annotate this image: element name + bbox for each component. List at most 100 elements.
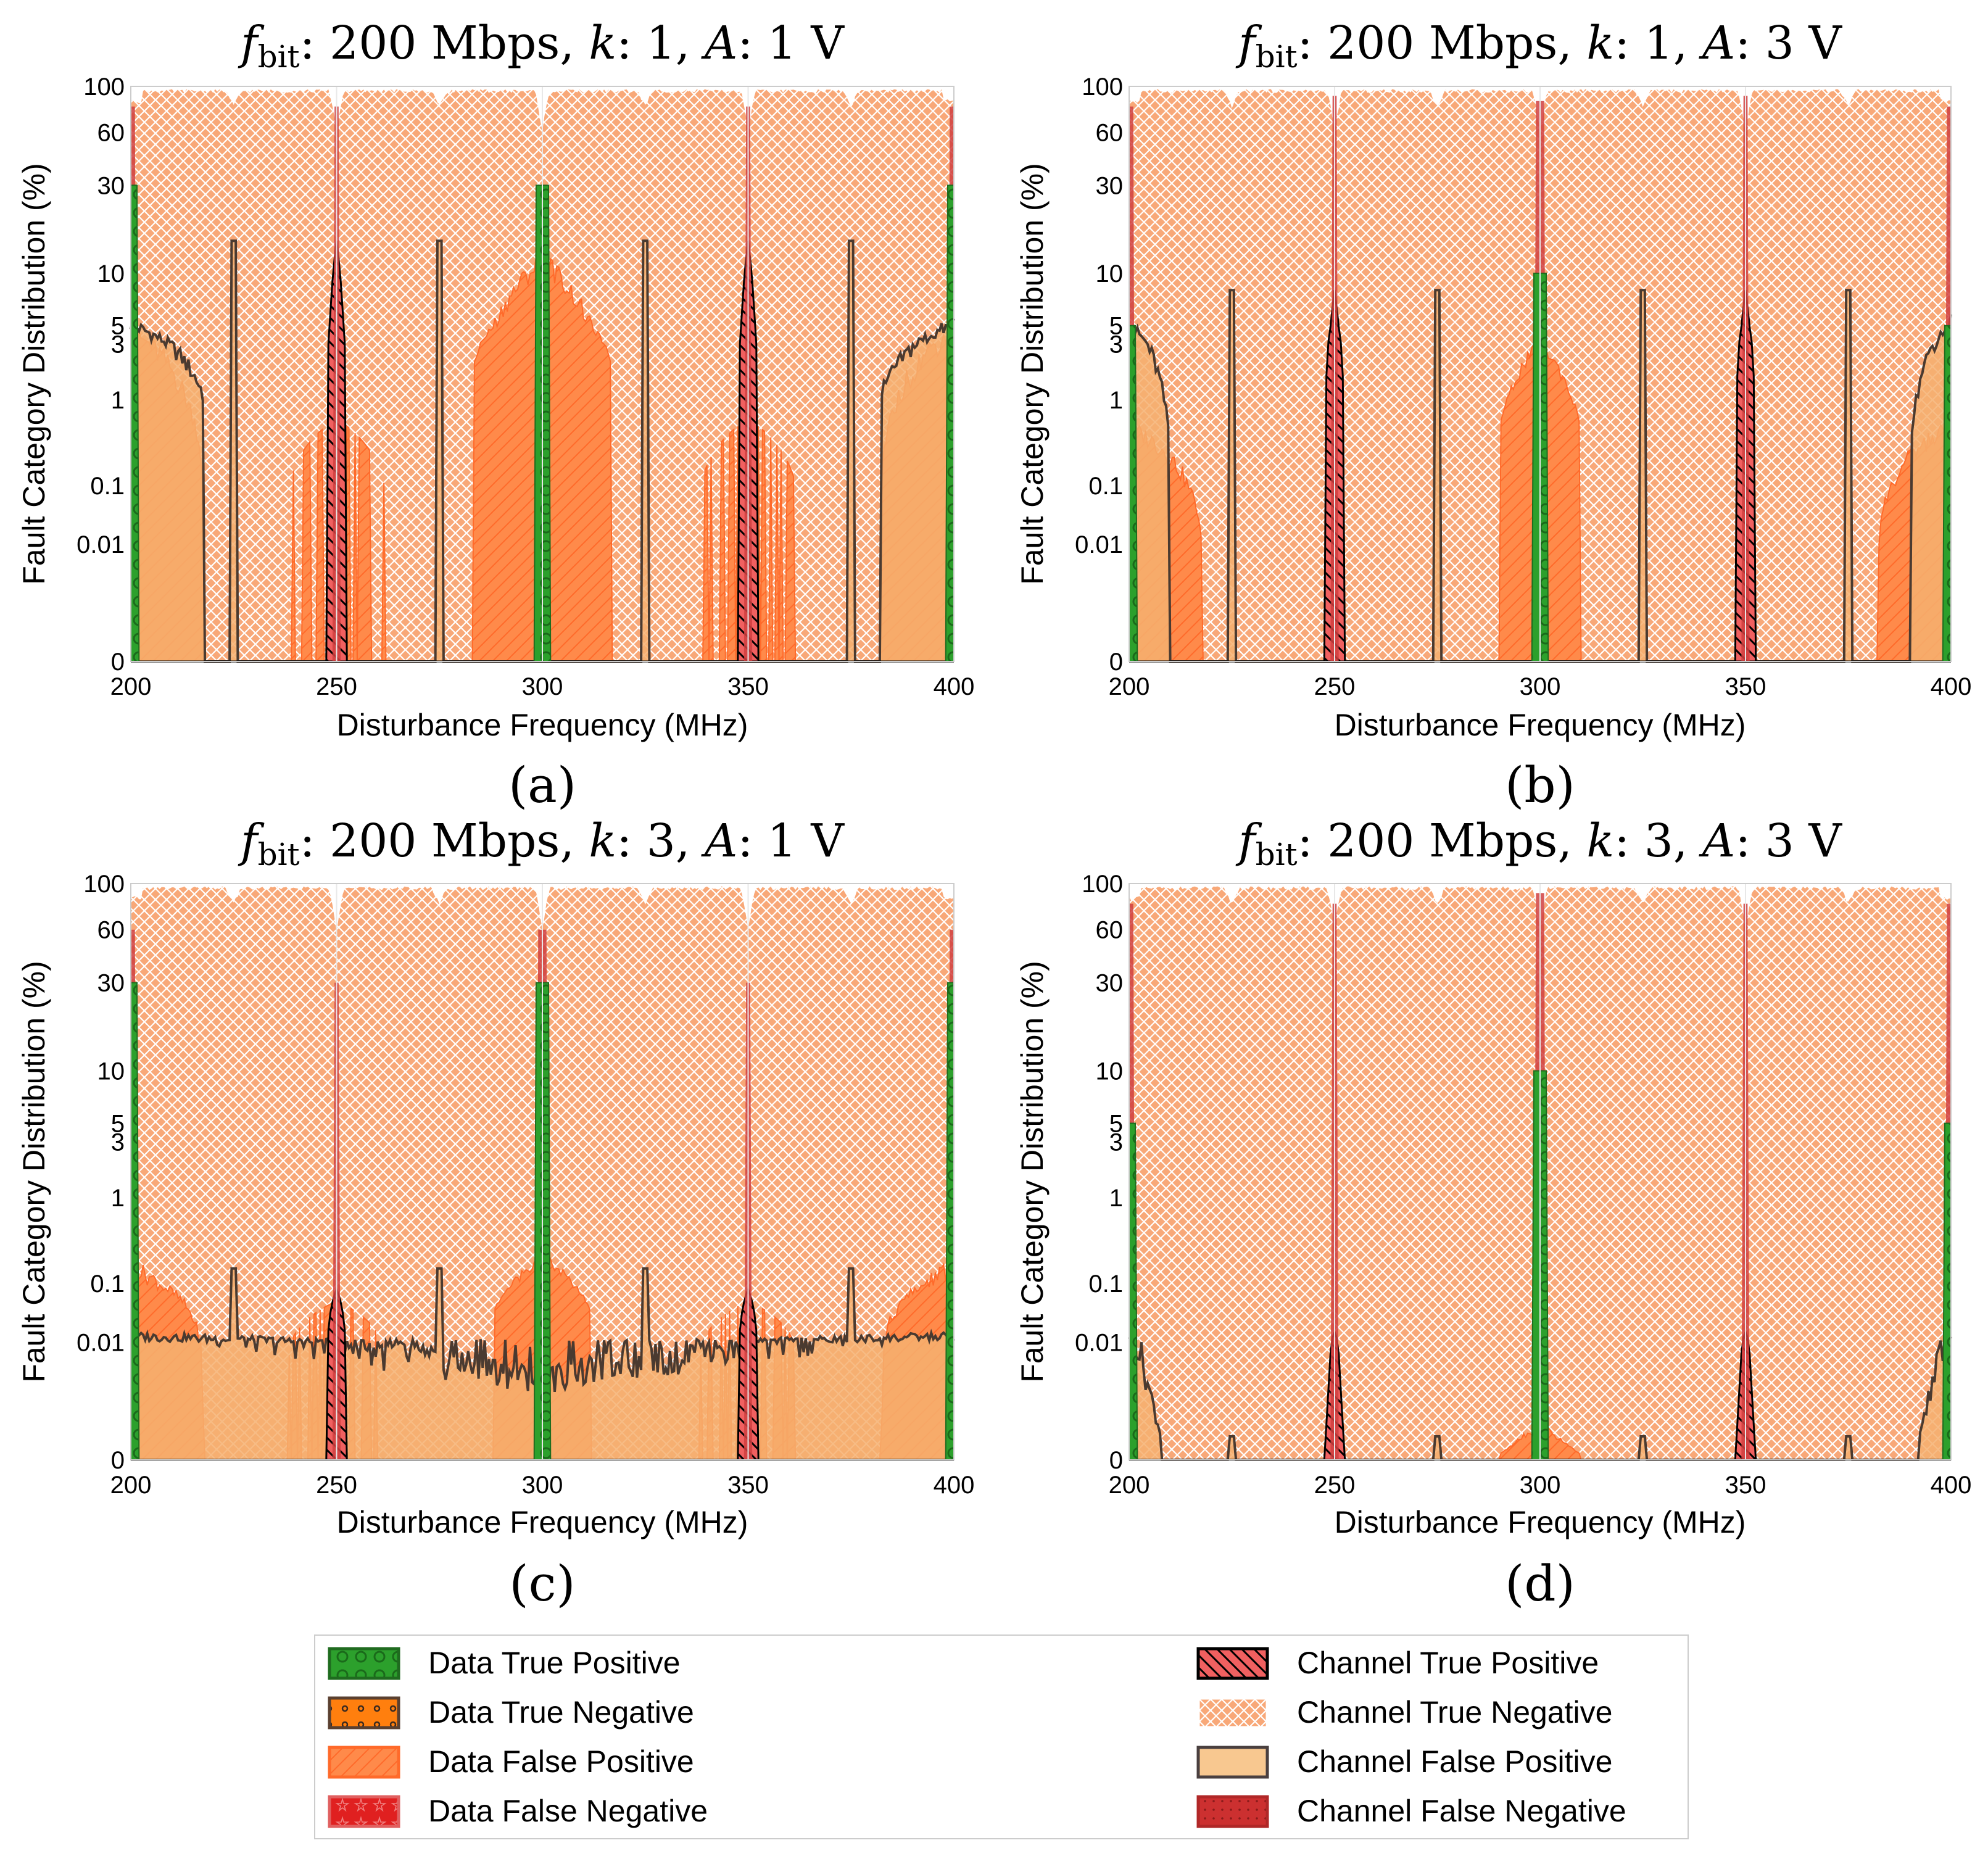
y-tick-label: 0.1 — [1088, 1270, 1123, 1298]
x-tick-label: 200 — [1109, 673, 1150, 700]
legend-swatch — [328, 1746, 400, 1779]
legend-item: Channel True Positive — [1196, 1646, 1599, 1680]
panel-title: fbit: 200 Mbps, k: 3, A: 3 V — [1235, 814, 1842, 872]
legend-label: Channel True Positive — [1297, 1646, 1599, 1680]
x-tick-label: 300 — [1520, 1472, 1561, 1499]
legend-label: Data False Negative — [428, 1794, 708, 1828]
y-tick-label: 30 — [97, 970, 125, 997]
y-tick-label: 0 — [1109, 1447, 1123, 1474]
x-tick-label: 400 — [934, 1472, 975, 1499]
legend-label: Data False Positive — [428, 1744, 694, 1779]
x-tick-label: 300 — [1520, 673, 1561, 700]
y-axis-label: Fault Category Distribution (%) — [1015, 163, 1050, 585]
x-tick-label: 300 — [522, 673, 563, 700]
y-tick-label: 0 — [111, 648, 125, 676]
x-tick-label: 250 — [1314, 673, 1356, 700]
panel-title: fbit: 200 Mbps, k: 3, A: 1 V — [238, 814, 845, 872]
chart-panel-3: fbit: 200 Mbps, k: 3, A: 1 V 0 0.01 0.1 1 35 1… — [17, 814, 974, 1612]
y-tick-label: 0.1 — [90, 1270, 125, 1298]
y-axis-label: Fault Category Distribution (%) — [17, 961, 51, 1383]
y-tick-label: 0 — [1109, 648, 1123, 676]
plot-frame — [130, 883, 955, 1460]
panel-title: fbit: 200 Mbps, k: 1, A: 3 V — [1235, 17, 1842, 75]
y-axis-label: Fault Category Distribution (%) — [17, 163, 51, 585]
x-tick-label: 200 — [110, 673, 152, 700]
y-tick-label: 30 — [97, 172, 125, 199]
legend-swatch — [1196, 1647, 1269, 1680]
chart-panel-4: fbit: 200 Mbps, k: 3, A: 3 V 0 0.01 0.1 1 35 1… — [1015, 814, 1971, 1612]
y-tick-label: 0.01 — [1075, 531, 1123, 558]
legend-item: Data True Positive — [328, 1646, 681, 1680]
y-tick-label: 0.01 — [77, 1329, 125, 1356]
x-axis-label: Disturbance Frequency (MHz) — [1335, 708, 1746, 742]
y-tick-label: 5 — [1109, 313, 1123, 340]
y-tick-label: 1 — [1109, 387, 1123, 414]
legend-swatch — [328, 1647, 400, 1680]
legend-label: Data True Negative — [428, 1695, 694, 1730]
y-axis-label: Fault Category Distribution (%) — [1015, 961, 1050, 1383]
legend-item: Data False Negative — [328, 1794, 708, 1828]
legend-swatch — [1196, 1746, 1269, 1779]
y-tick-label: 0.1 — [1088, 473, 1123, 500]
legend-item: Data True Negative — [328, 1695, 694, 1730]
plot-frame — [1129, 883, 1952, 1460]
legend-label: Data True Positive — [428, 1646, 681, 1680]
legend-item: Channel True Negative — [1196, 1695, 1612, 1730]
y-tick-label: 60 — [97, 917, 125, 944]
y-tick-label: 100 — [83, 871, 125, 898]
panel-sublabel: (c) — [509, 1555, 575, 1612]
x-tick-label: 250 — [316, 1472, 357, 1499]
y-tick-label: 1 — [1109, 1185, 1123, 1212]
y-tick-label: 3 — [1109, 331, 1123, 358]
x-tick-label: 400 — [934, 673, 975, 700]
y-tick-label: 10 — [1096, 260, 1124, 288]
x-axis-label: Disturbance Frequency (MHz) — [337, 1505, 748, 1539]
legend-item: Channel False Positive — [1196, 1744, 1612, 1779]
x-tick-label: 350 — [1725, 1472, 1766, 1499]
legend-label: Channel False Positive — [1297, 1744, 1612, 1779]
y-tick-label: 3 — [111, 331, 125, 358]
legend-label: Channel True Negative — [1297, 1695, 1612, 1730]
x-tick-label: 250 — [316, 673, 357, 700]
y-tick-label: 60 — [97, 120, 125, 147]
x-tick-label: 400 — [1931, 673, 1972, 700]
panel-sublabel: (b) — [1505, 756, 1575, 814]
chart-panel-2: fbit: 200 Mbps, k: 1, A: 3 V 0 0.01 0.1 1 35 1… — [1015, 17, 1971, 814]
y-tick-label: 60 — [1096, 917, 1124, 944]
x-tick-label: 300 — [522, 1472, 563, 1499]
y-tick-label: 3 — [111, 1129, 125, 1156]
y-tick-label: 0.01 — [1075, 1329, 1123, 1356]
plot-frame — [130, 86, 955, 662]
y-tick-label: 100 — [83, 73, 125, 101]
x-tick-label: 200 — [1109, 1472, 1150, 1499]
legend-swatch — [328, 1696, 400, 1730]
legend-swatch — [328, 1795, 400, 1828]
legend-swatch — [1196, 1696, 1269, 1730]
y-tick-label: 5 — [111, 313, 125, 340]
y-tick-label: 5 — [1109, 1111, 1123, 1138]
legend-frame — [314, 1634, 1689, 1839]
chart-panel-1: fbit: 200 Mbps, k: 1, A: 1 V 0 0.01 0.1 1 35 1… — [17, 17, 974, 814]
x-tick-label: 350 — [727, 673, 769, 700]
y-tick-label: 30 — [1096, 970, 1124, 997]
x-tick-label: 350 — [727, 1472, 769, 1499]
y-tick-label: 10 — [1096, 1058, 1124, 1085]
y-tick-label: 100 — [1082, 73, 1123, 101]
panel-sublabel: (a) — [508, 756, 576, 814]
y-tick-label: 1 — [111, 1185, 125, 1212]
x-tick-label: 200 — [110, 1472, 152, 1499]
legend-swatch — [1196, 1795, 1269, 1828]
legend-item: Channel False Negative — [1196, 1794, 1626, 1828]
y-tick-label: 0.1 — [90, 473, 125, 500]
x-tick-label: 250 — [1314, 1472, 1356, 1499]
y-tick-label: 60 — [1096, 120, 1124, 147]
panel-title: fbit: 200 Mbps, k: 1, A: 1 V — [238, 17, 845, 75]
y-tick-label: 5 — [111, 1111, 125, 1138]
y-tick-label: 0.01 — [77, 531, 125, 558]
y-tick-label: 1 — [111, 387, 125, 414]
y-tick-label: 3 — [1109, 1129, 1123, 1156]
x-tick-label: 350 — [1725, 673, 1766, 700]
y-tick-label: 0 — [111, 1447, 125, 1474]
x-axis-label: Disturbance Frequency (MHz) — [337, 708, 748, 742]
